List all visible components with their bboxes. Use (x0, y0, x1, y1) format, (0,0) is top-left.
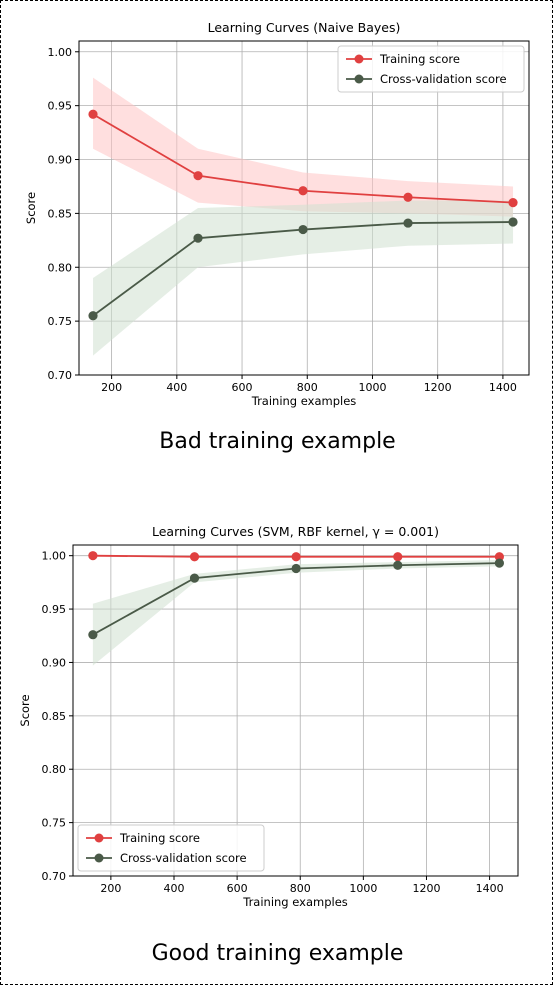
x-tick-label: 200 (101, 381, 122, 394)
legend-marker-training (354, 54, 364, 64)
legend-box (77, 824, 265, 872)
data-point-cross-validation (403, 218, 413, 228)
data-point-cross-validation (88, 630, 98, 640)
chart-svm: 200 400 600 800 1000 1200 1400 0.70 0.75 0.80 0.85… (18, 524, 519, 909)
x-axis-label: Training examples (251, 394, 357, 408)
y-tick-label: 0.90 (48, 154, 73, 167)
y-tick-label: 0.80 (42, 763, 67, 776)
data-point-cross-validation (189, 573, 200, 583)
x-axis-label: Training examples (242, 895, 348, 909)
data-point-cross-validation (494, 558, 504, 568)
band-training (93, 77, 514, 217)
legend-marker-cross-validation (354, 74, 364, 84)
y-tick-label: 0.95 (42, 603, 67, 616)
chart-title: Learning Curves (Naive Bayes) (208, 20, 401, 35)
legend-label-cross-validation: Cross-validation score (380, 72, 507, 86)
y-tick-label: 0.80 (48, 261, 73, 274)
caption-good-training: Good training example (151, 941, 404, 966)
data-point-cross-validation (298, 224, 308, 235)
chart-naive-bayes: 200 400 600 800 1000 1200 1400 0.70 0.75 0.80 0.85… (24, 20, 530, 408)
x-tick-label: 1400 (476, 882, 504, 895)
y-tick-label: 0.90 (42, 656, 67, 669)
caption-bad-training: Bad training example (159, 429, 396, 454)
x-tick-label: 1000 (358, 381, 386, 394)
y-tick-label: 0.75 (48, 315, 73, 328)
y-tick-label: 0.85 (48, 207, 73, 220)
y-axis-label: Score (18, 694, 32, 726)
legend-marker-cross-validation (94, 853, 104, 863)
y-tick-label: 0.70 (42, 870, 67, 883)
x-tick-label: 400 (166, 381, 187, 394)
legend-label-cross-validation: Cross-validation score (120, 851, 247, 865)
data-point-training (88, 551, 98, 561)
x-tick-label: 600 (232, 381, 253, 394)
legend-box (337, 45, 525, 93)
y-tick-label: 0.95 (48, 100, 73, 113)
y-tick-label: 0.75 (42, 817, 67, 830)
legend-label-training: Training score (119, 831, 200, 845)
x-tick-label: 800 (290, 882, 311, 895)
data-point-cross-validation (291, 563, 301, 574)
data-point-training (393, 552, 403, 562)
data-point-training (189, 552, 200, 562)
legend-marker-training (94, 833, 104, 843)
data-point-cross-validation (88, 311, 98, 321)
y-tick-label: 0.85 (42, 710, 67, 723)
y-axis-label: Score (24, 192, 38, 224)
x-tick-label: 400 (163, 882, 184, 895)
x-tick-label: 1200 (412, 882, 440, 895)
x-tick-label: 200 (100, 882, 121, 895)
x-tick-label: 600 (227, 882, 248, 895)
data-point-cross-validation (393, 560, 403, 570)
data-point-training (291, 552, 301, 562)
legend-label-training: Training score (379, 52, 460, 66)
axes-frame (72, 544, 519, 877)
data-point-training (193, 171, 203, 181)
x-tick-label: 1200 (424, 381, 452, 394)
data-point-training (494, 552, 504, 562)
data-point-training (508, 198, 518, 208)
data-point-cross-validation (193, 233, 203, 243)
x-tick-label: 1000 (349, 882, 377, 895)
y-tick-label: 1.00 (48, 46, 73, 59)
y-tick-label: 1.00 (42, 550, 67, 563)
data-point-training (88, 109, 98, 119)
data-point-cross-validation (508, 217, 518, 227)
data-point-training (298, 186, 308, 196)
axes-frame (78, 40, 530, 376)
x-tick-label: 1400 (489, 381, 517, 394)
chart-title: Learning Curves (SVM, RBF kernel, γ = 0.… (152, 524, 439, 539)
y-tick-label: 0.70 (48, 369, 73, 382)
data-point-training (403, 192, 413, 202)
x-tick-label: 800 (297, 381, 318, 394)
